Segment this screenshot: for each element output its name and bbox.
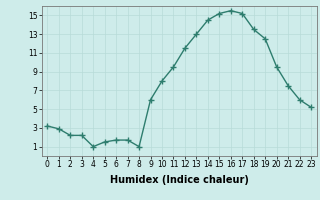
X-axis label: Humidex (Indice chaleur): Humidex (Indice chaleur) <box>110 175 249 185</box>
